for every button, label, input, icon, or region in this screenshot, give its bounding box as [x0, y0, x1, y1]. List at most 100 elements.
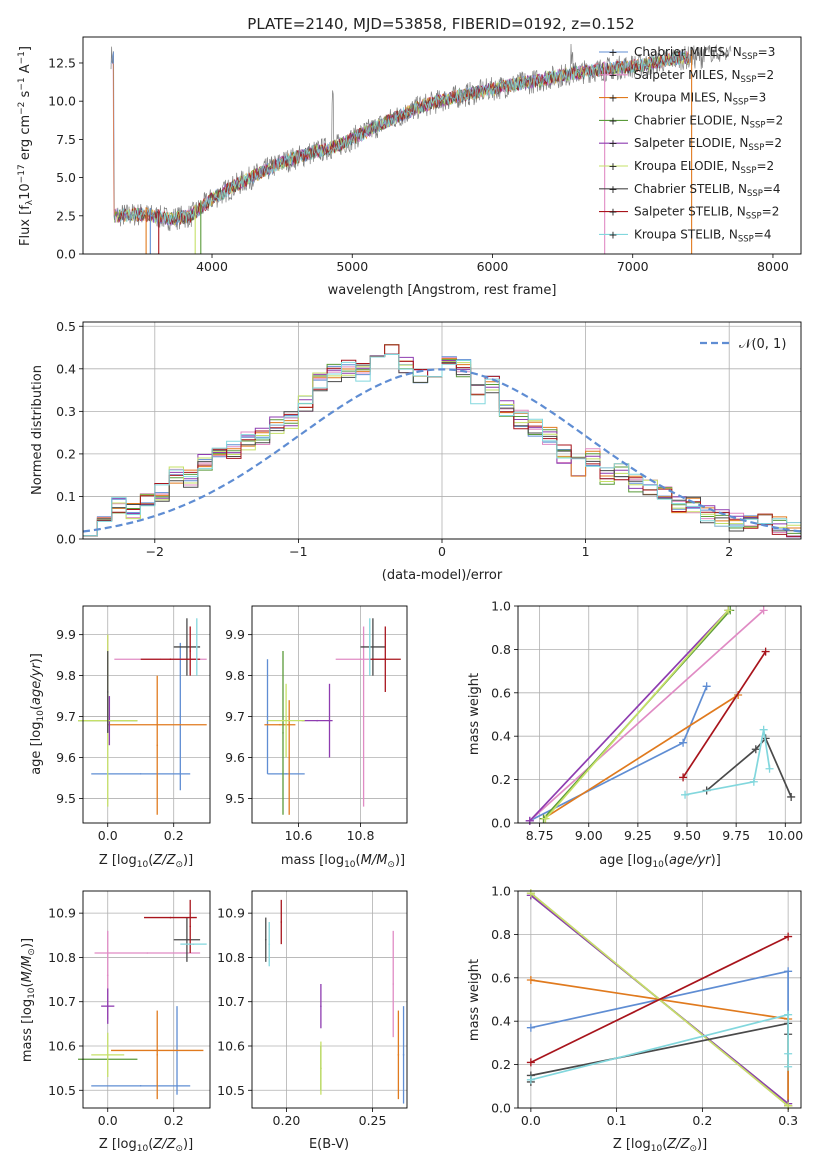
plot-area-weight-vs-Z [526, 889, 793, 1110]
data-point [316, 719, 318, 722]
plot-area-age-vs-Z [78, 618, 207, 815]
legend-label: Chabrier STELIB, NSSP=4 [634, 182, 781, 199]
legend-marker: + [608, 137, 617, 150]
y-tick-label: 10.8 [217, 950, 245, 965]
weight-marker [784, 932, 793, 941]
y-tick-label: 0.8 [491, 642, 511, 657]
x-tick-label: 8.75 [526, 828, 554, 843]
plot-area-mass-vs-EBV [264, 899, 405, 1104]
x-tick-label: 9.50 [673, 828, 701, 843]
legend-marker: + [608, 69, 617, 82]
y-tick-label: 10.6 [48, 1039, 76, 1054]
x-axis-label: Z [log10(Z/Z⊙)] [99, 853, 193, 870]
y-tick-label: 0.6 [491, 970, 511, 985]
data-point [106, 1005, 109, 1007]
axes-spectrum: 4000 5000 6000 7000 8000 0.0 2.5 5.0 7.5 10.0 12.5… [17, 36, 802, 298]
weight-marker [787, 792, 796, 801]
x-tick-label: 10.00 [767, 828, 803, 843]
data-point [282, 732, 284, 734]
y-tick-label: 10.7 [217, 994, 245, 1009]
x-axis-label: Z [log10(Z/Z⊙)] [613, 1137, 707, 1154]
plot-area-weight-vs-age [525, 606, 796, 825]
weight-marker [526, 1075, 535, 1084]
data-point [268, 943, 271, 945]
y-tick-label: 9.6 [56, 750, 76, 765]
weight-marker [784, 967, 793, 976]
y-tick-label: 10.5 [217, 1083, 245, 1098]
axes-residuals: −2 −1 0 1 2 0.0 0.1 0.2 0.3 0.4 0.5 𝒩(0, 1) (data-mo… [30, 319, 802, 583]
plot-area-residuals [82, 344, 802, 538]
x-axis-label: E(B-V) [309, 1137, 349, 1152]
legend: + Chabrier MILES, NSSP=3 + Salpeter MILES, … [599, 45, 783, 244]
y-tick-label: 9.8 [56, 668, 76, 683]
y-tick-label: 0.5 [56, 319, 76, 334]
x-axis-label: wavelength [Angstrom, rest frame] [328, 283, 557, 298]
axes-frame [251, 605, 408, 824]
weight-series [530, 935, 789, 1064]
legend-marker: + [608, 114, 617, 127]
legend-label: Salpeter STELIB, NSSP=2 [634, 205, 779, 222]
weight-marker [784, 1010, 793, 1019]
x-tick-label: 10.6 [285, 828, 313, 843]
y-tick-label: 9.9 [56, 627, 76, 642]
y-tick-label: 9.7 [225, 709, 245, 724]
data-point [146, 952, 149, 954]
x-tick-label: 6000 [477, 259, 509, 274]
x-axis-label: (data-model)/error [382, 568, 503, 583]
x-tick-label: 9.75 [722, 828, 750, 843]
residual-histogram [83, 354, 801, 537]
x-tick-label: 0.20 [273, 1113, 301, 1128]
data-point [369, 646, 371, 648]
y-axis-label: mass weight [467, 673, 482, 755]
weight-marker [681, 790, 690, 799]
plot-area-age-vs-mass [264, 618, 401, 815]
data-point [320, 1067, 322, 1069]
weight-marker [679, 773, 688, 782]
figure-title: PLATE=2140, MJD=53858, FIBERID=0192, z=0… [247, 15, 634, 33]
legend-label: Kroupa ELODIE, NSSP=2 [634, 159, 774, 176]
weight-series [529, 685, 708, 822]
weight-marker [759, 606, 768, 615]
data-point [106, 974, 109, 976]
x-tick-label: 1 [582, 544, 590, 559]
y-axis-label: age [log10(age/yr)] [29, 653, 46, 775]
legend-marker: + [608, 92, 617, 105]
y-axis-label: mass [log10(M/M⊙)] [20, 938, 37, 1062]
x-tick-label: 0 [438, 544, 446, 559]
y-tick-label: 10.6 [217, 1039, 245, 1054]
weight-marker [526, 889, 535, 898]
y-tick-label: 10.5 [48, 1083, 76, 1098]
data-point [264, 938, 267, 941]
axes-weight-vs-Z: 0.0 0.1 0.2 0.3 0.0 0.2 0.4 0.6 0.8 1.0 Z [log10(Z… [467, 884, 802, 1154]
weight-marker [541, 814, 550, 823]
x-tick-label: 8000 [757, 259, 789, 274]
weight-series [684, 729, 771, 796]
x-tick-label: −1 [289, 544, 307, 559]
data-point [186, 938, 188, 941]
x-tick-label: 0.2 [164, 1113, 184, 1128]
data-point [397, 1054, 400, 1056]
legend-label: Salpeter ELODIE, NSSP=2 [634, 136, 782, 153]
y-tick-label: 0.4 [491, 1014, 511, 1029]
x-axis-label: mass [log10(M/M⊙)] [281, 853, 405, 870]
y-tick-label: 10.8 [48, 950, 76, 965]
data-point [285, 719, 287, 722]
data-point [320, 1005, 322, 1007]
data-point [139, 1085, 142, 1087]
legend-label: Kroupa STELIB, NSSP=4 [634, 227, 772, 244]
axes-mass-vs-EBV: 0.20 0.25 10.5 10.6 10.7 10.8 10.9 E(B-V) [217, 890, 408, 1152]
data-point [192, 943, 195, 945]
x-tick-label: 0.0 [98, 828, 118, 843]
plot-layer: 4000 5000 6000 7000 80000.02.55.07.510.012.5… [17, 36, 803, 1154]
model-spectrum [112, 50, 690, 227]
x-tick-label: 0.3 [778, 1113, 798, 1128]
weight-marker [784, 1062, 793, 1071]
weight-marker [784, 1049, 793, 1058]
axes-age-vs-mass: 10.6 10.8 9.5 9.6 9.7 9.8 9.9 mass [log10(M/M⊙)… [225, 605, 408, 870]
weight-series [530, 970, 789, 1106]
y-tick-label: 0.6 [491, 685, 511, 700]
weight-marker [724, 606, 733, 615]
legend-label: Chabrier MILES, NSSP=3 [634, 45, 775, 62]
legend-marker: + [608, 46, 617, 59]
